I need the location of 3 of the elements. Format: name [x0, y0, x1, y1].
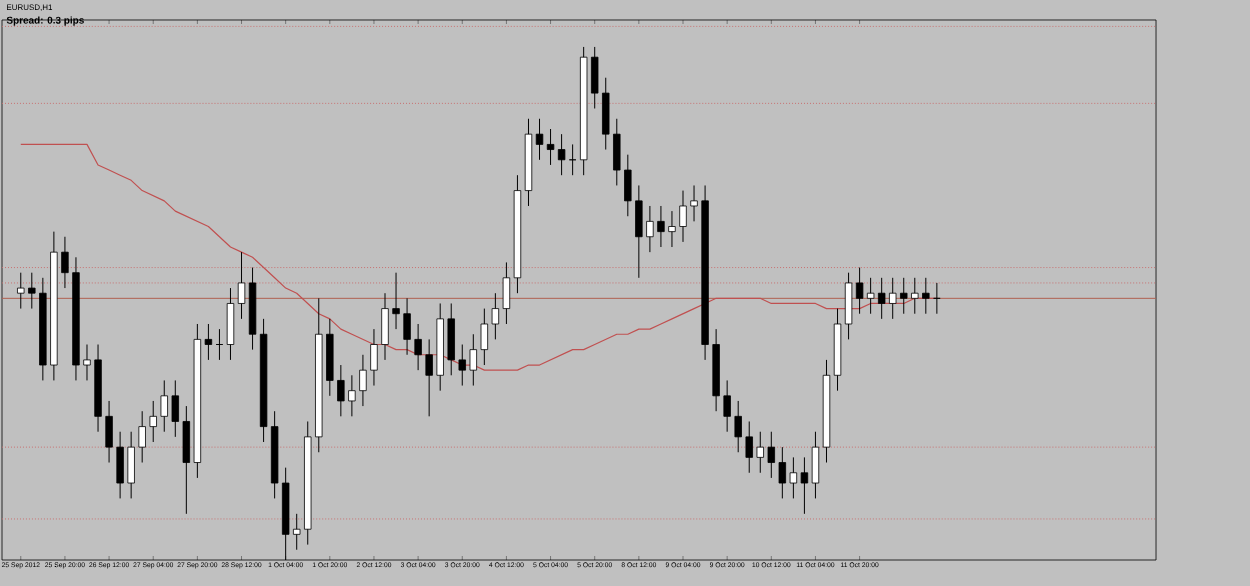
candlestick [535, 118, 544, 161]
candlestick [226, 287, 235, 361]
candlestick [237, 251, 246, 320]
